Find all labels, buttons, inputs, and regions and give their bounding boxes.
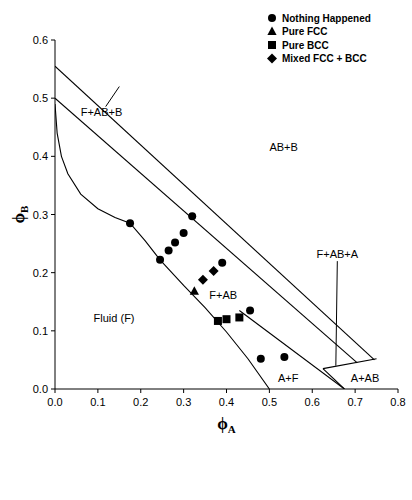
data-point — [223, 315, 231, 323]
legend-marker — [268, 14, 276, 22]
annotation: F+AB — [209, 289, 237, 301]
x-tick — [97, 389, 98, 393]
x-tick-label: 0.0 — [47, 396, 62, 408]
x-tick-label: 0.7 — [347, 396, 362, 408]
x-tick — [140, 389, 141, 393]
y-tick — [51, 214, 55, 215]
x-tick — [183, 389, 184, 393]
data-point — [180, 229, 188, 237]
data-point — [171, 238, 179, 246]
y-tick — [51, 330, 55, 331]
y-tick-label: 0.5 — [33, 92, 48, 104]
x-tick-label: 0.2 — [133, 396, 148, 408]
data-point — [257, 355, 265, 363]
axis-label: ϕB — [9, 205, 30, 224]
annotation: F+AB+B — [81, 106, 123, 118]
data-point — [246, 306, 254, 314]
y-tick — [51, 98, 55, 99]
y-tick-label: 0.6 — [33, 34, 48, 46]
annotation: AB+B — [269, 141, 297, 153]
y-tick — [51, 389, 55, 390]
y-tick-label: 0.0 — [33, 383, 48, 395]
legend-marker — [267, 54, 277, 64]
y-tick — [51, 156, 55, 157]
annotation-pointer — [106, 87, 120, 107]
x-tick — [398, 389, 399, 393]
data-point — [156, 256, 164, 264]
y-tick-label: 0.3 — [33, 209, 48, 221]
legend-marker — [268, 41, 276, 49]
x-tick — [269, 389, 270, 393]
phase-boundary — [323, 359, 377, 369]
axis-label-subscript: B — [18, 205, 30, 213]
annotation-pointer — [336, 261, 337, 366]
axis-label-symbol: ϕ — [217, 414, 228, 433]
data-point — [190, 286, 199, 295]
legend-label: Pure FCC — [282, 26, 328, 37]
data-point — [209, 266, 219, 276]
phase-boundary — [55, 98, 357, 363]
y-tick-label: 0.4 — [33, 150, 48, 162]
legend-label: Nothing Happened — [282, 13, 371, 24]
axis-label-symbol: ϕ — [9, 213, 28, 224]
phase-boundary — [239, 310, 344, 389]
chart: 0.0 0.1 0.2 0.3 0.4 0.5 0.6 0.7 0.8 0.0 0.1 0.2 0.3 0… — [0, 0, 412, 500]
annotation: A+AB — [351, 372, 379, 384]
data-point — [235, 313, 243, 321]
phase-boundary — [55, 104, 269, 389]
x-tick-label: 0.6 — [305, 396, 320, 408]
y-tick-label: 0.2 — [33, 267, 48, 279]
x-tick-label: 0.3 — [176, 396, 191, 408]
annotation: F+AB+A — [317, 248, 359, 260]
x-tick — [226, 389, 227, 393]
data-point — [126, 219, 134, 227]
annotation: Fluid (F) — [94, 312, 135, 324]
x-tick-label: 0.8 — [390, 396, 405, 408]
data-point — [218, 259, 226, 267]
data-point — [165, 247, 173, 255]
axis-label: ϕA — [217, 414, 236, 435]
y-tick — [51, 272, 55, 273]
x-tick-label: 0.5 — [262, 396, 277, 408]
data-point — [214, 317, 222, 325]
y-tick-label: 0.1 — [33, 325, 48, 337]
x-tick — [355, 389, 356, 393]
phase-boundary — [323, 369, 344, 389]
data-point — [198, 275, 208, 285]
data-point — [188, 212, 196, 220]
legend-marker — [267, 27, 276, 36]
x-tick — [312, 389, 313, 393]
legend-label: Mixed FCC + BCC — [282, 53, 367, 64]
legend: Nothing Happened Pure FCC Pure BCC Mixed FC… — [267, 13, 371, 65]
legend-label: Pure BCC — [282, 40, 329, 51]
x-tick-label: 0.4 — [219, 396, 234, 408]
axis-label-subscript: A — [228, 423, 236, 435]
x-tick — [55, 389, 56, 393]
x-tick-label: 0.1 — [90, 396, 105, 408]
plot-area — [55, 66, 377, 389]
annotation: A+F — [278, 372, 299, 384]
data-point — [280, 353, 288, 361]
y-tick — [51, 40, 55, 41]
phase-boundary — [55, 66, 374, 360]
